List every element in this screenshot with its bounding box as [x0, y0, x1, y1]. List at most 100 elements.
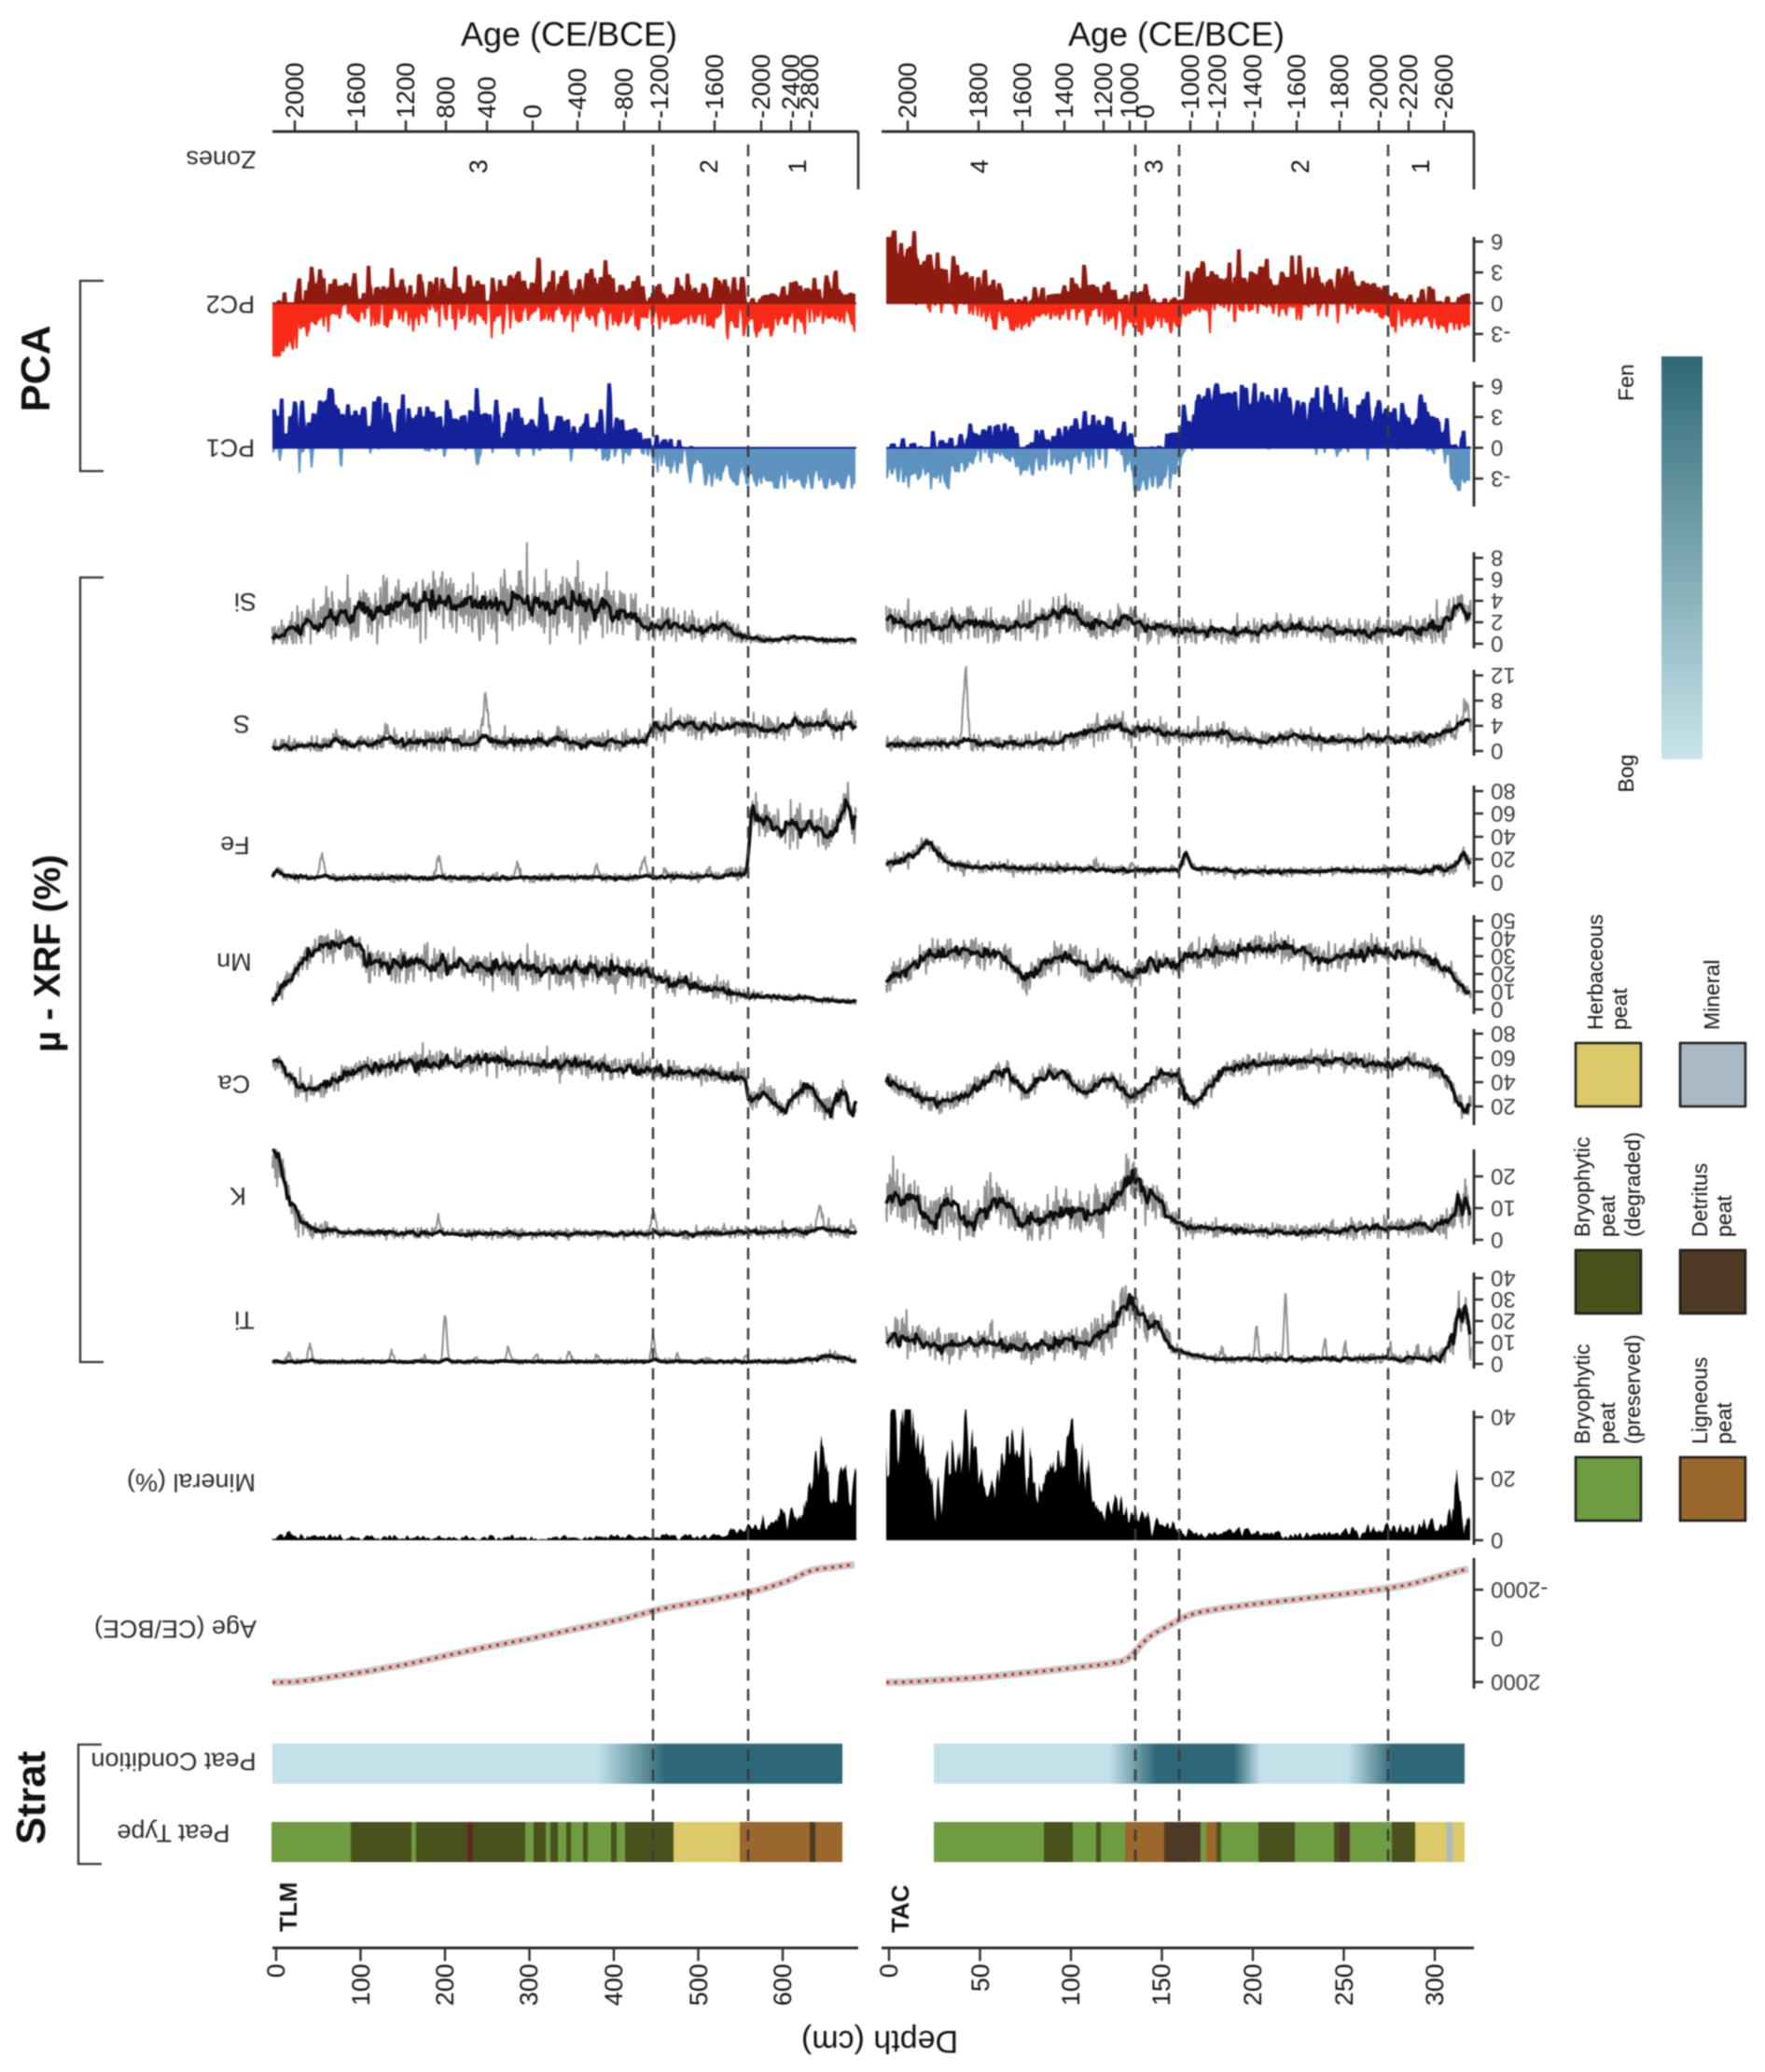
svg-text:100: 100 [347, 1964, 375, 2006]
svg-text:-2800: -2800 [796, 54, 824, 118]
svg-text:2: 2 [1286, 160, 1314, 174]
svg-text:40: 40 [1491, 1265, 1516, 1290]
svg-text:0: 0 [1491, 1227, 1503, 1252]
svg-text:3: 3 [1491, 404, 1503, 429]
svg-text:1200: 1200 [392, 63, 420, 118]
svg-text:Fen: Fen [1614, 364, 1638, 401]
svg-text:-1200: -1200 [646, 54, 674, 118]
svg-text:200: 200 [431, 1964, 459, 2006]
svg-text:500: 500 [685, 1964, 713, 2006]
svg-text:Fe: Fe [220, 831, 250, 859]
svg-text:300: 300 [515, 1964, 543, 2006]
svg-text:K: K [229, 1182, 246, 1210]
svg-text:80: 80 [1491, 778, 1516, 803]
svg-text:2000: 2000 [894, 63, 922, 118]
svg-text:6: 6 [1491, 373, 1503, 398]
svg-text:-2400: -2400 [777, 54, 805, 118]
svg-text:0: 0 [519, 104, 547, 118]
svg-text:peat: peat [1712, 1195, 1736, 1237]
svg-text:2000: 2000 [281, 63, 309, 118]
svg-text:200: 200 [1239, 1964, 1267, 2006]
svg-text:30: 30 [1491, 943, 1516, 968]
svg-text:3: 3 [1491, 259, 1503, 285]
svg-text:Mineral: Mineral [1700, 960, 1724, 1030]
svg-text:2: 2 [1491, 609, 1503, 634]
svg-text:20: 20 [1491, 1093, 1516, 1119]
svg-text:(preserved): (preserved) [1620, 1334, 1645, 1444]
svg-text:20: 20 [1491, 1163, 1516, 1189]
svg-text:µ - XRF (%): µ - XRF (%) [27, 855, 68, 1052]
svg-text:Bryophytic: Bryophytic [1570, 1344, 1594, 1444]
svg-text:12: 12 [1491, 662, 1516, 688]
svg-text:Mn: Mn [216, 948, 252, 976]
svg-text:20: 20 [1491, 961, 1516, 986]
svg-text:0: 0 [1491, 435, 1503, 460]
svg-text:20: 20 [1491, 1466, 1516, 1491]
svg-text:PC1: PC1 [206, 434, 256, 462]
svg-text:400: 400 [600, 1964, 628, 2006]
svg-text:10: 10 [1491, 1329, 1516, 1355]
svg-text:0: 0 [1491, 996, 1503, 1022]
svg-text:-1000: -1000 [1176, 54, 1204, 118]
svg-text:0: 0 [1491, 290, 1503, 315]
svg-text:Si: Si [234, 588, 257, 616]
svg-text:Mineral (%): Mineral (%) [127, 1468, 256, 1496]
svg-text:-2000: -2000 [1365, 54, 1393, 118]
svg-text:2: 2 [695, 160, 723, 174]
svg-text:TLM: TLM [274, 1882, 302, 1931]
svg-text:-3: -3 [1491, 321, 1510, 346]
svg-text:peat: peat [1595, 1402, 1619, 1444]
svg-text:(degraded): (degraded) [1620, 1132, 1645, 1237]
svg-text:peat: peat [1607, 988, 1632, 1030]
svg-text:4: 4 [966, 160, 994, 174]
svg-text:20: 20 [1491, 1308, 1516, 1333]
svg-text:80: 80 [1491, 1021, 1516, 1046]
svg-text:40: 40 [1491, 1404, 1516, 1429]
svg-text:0: 0 [875, 1964, 903, 1978]
svg-text:-1200: -1200 [1203, 54, 1231, 118]
svg-text:Age (CE/BCE): Age (CE/BCE) [1068, 15, 1285, 53]
svg-text:30: 30 [1491, 1286, 1516, 1312]
svg-text:Zones: Zones [186, 146, 256, 174]
svg-text:-2200: -2200 [1395, 54, 1423, 118]
svg-text:Herbaceous: Herbaceous [1583, 914, 1607, 1030]
svg-text:8: 8 [1491, 688, 1503, 713]
svg-text:1400: 1400 [1050, 63, 1078, 118]
svg-text:0: 0 [1132, 104, 1160, 118]
svg-text:40: 40 [1491, 824, 1516, 849]
svg-text:600: 600 [769, 1964, 797, 2006]
svg-text:S: S [233, 710, 250, 738]
svg-text:1: 1 [784, 160, 812, 174]
svg-text:0: 0 [1491, 1625, 1503, 1650]
svg-text:Peat Condition: Peat Condition [90, 1747, 256, 1775]
svg-text:Peat Type: Peat Type [117, 1819, 229, 1847]
svg-text:PC2: PC2 [206, 290, 256, 318]
svg-text:Ti: Ti [234, 1306, 255, 1334]
svg-text:1200: 1200 [1090, 63, 1118, 118]
svg-text:0: 0 [262, 1964, 290, 1978]
svg-text:TAC: TAC [886, 1884, 914, 1933]
svg-text:-400: -400 [563, 68, 591, 118]
svg-text:-1600: -1600 [701, 54, 729, 118]
svg-text:0: 0 [1491, 738, 1503, 763]
svg-text:6: 6 [1491, 229, 1503, 254]
svg-text:40: 40 [1491, 1069, 1516, 1094]
svg-text:1600: 1600 [342, 63, 370, 118]
svg-text:400: 400 [473, 76, 501, 118]
svg-text:0: 0 [1491, 869, 1503, 895]
svg-text:-1800: -1800 [1326, 54, 1354, 118]
svg-text:60: 60 [1491, 1045, 1516, 1070]
svg-text:10: 10 [1491, 1195, 1516, 1220]
svg-text:-2000: -2000 [1491, 1577, 1548, 1602]
svg-text:Bog: Bog [1614, 755, 1638, 793]
svg-text:1: 1 [1407, 160, 1435, 174]
svg-text:Depth (cm): Depth (cm) [801, 2023, 958, 2059]
svg-text:Age (CE/BCE): Age (CE/BCE) [461, 15, 677, 53]
svg-text:-800: -800 [610, 68, 638, 118]
svg-text:peat: peat [1712, 1402, 1736, 1444]
svg-text:2000: 2000 [1491, 1669, 1540, 1694]
svg-text:Ligneous: Ligneous [1688, 1357, 1712, 1444]
svg-text:4: 4 [1491, 713, 1503, 738]
svg-text:1800: 1800 [965, 63, 993, 118]
svg-text:Detritus: Detritus [1688, 1163, 1712, 1237]
